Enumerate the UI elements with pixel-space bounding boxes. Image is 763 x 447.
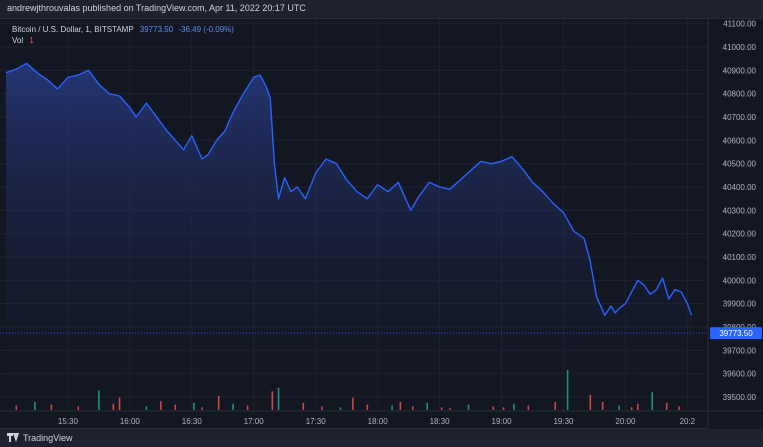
volume-bar — [34, 402, 36, 410]
volume-value: 1 — [29, 36, 34, 45]
volume-bar — [637, 403, 639, 410]
volume-bar — [618, 405, 621, 410]
y-tick-label: 40300.00 — [723, 206, 757, 215]
volume-label: Vol — [12, 36, 24, 45]
x-tick-label: 19:00 — [492, 417, 513, 426]
tradingview-logo[interactable]: TradingView — [7, 432, 73, 444]
price-axis — [708, 19, 763, 430]
publisher-line: andrewjthrouvalas published on TradingVi… — [7, 3, 306, 13]
y-tick-label: 39600.00 — [723, 370, 757, 379]
volume-bar — [98, 390, 100, 410]
y-tick-label: 40900.00 — [723, 66, 757, 75]
volume-bar — [271, 391, 274, 410]
y-tick-label: 39900.00 — [723, 300, 757, 309]
volume-bar — [513, 403, 515, 410]
symbol-row: Bitcoin / U.S. Dollar, 1, BITSTAMP 39773… — [12, 24, 234, 35]
volume-bar — [426, 402, 428, 410]
volume-bar — [566, 370, 569, 410]
brand-name: TradingView — [23, 433, 73, 443]
volume-bar — [449, 408, 451, 410]
volume-bar — [232, 403, 234, 410]
volume-bar — [391, 405, 393, 410]
volume-bar — [15, 405, 18, 410]
last-price-badge-label: 39773.50 — [719, 329, 753, 338]
volume-bar — [651, 392, 654, 410]
volume-bar — [502, 407, 505, 410]
volume-bar — [399, 402, 402, 410]
volume-bar — [339, 407, 342, 410]
chart-legend: Bitcoin / U.S. Dollar, 1, BITSTAMP 39773… — [12, 24, 234, 46]
volume-bar — [77, 406, 80, 410]
volume-bar — [302, 402, 305, 410]
volume-bar — [112, 403, 115, 410]
volume-bar — [193, 402, 195, 410]
volume-bar — [411, 406, 414, 410]
footer-bar: TradingView — [0, 429, 763, 447]
volume-bar — [160, 401, 162, 410]
y-tick-label: 40600.00 — [723, 136, 757, 145]
chart-area[interactable]: 41100.00 41000.00 40900.00 40800.00 40700.00… — [0, 18, 763, 430]
top-bar: andrewjthrouvalas published on TradingVi… — [0, 0, 763, 18]
volume-bar — [201, 407, 203, 410]
price-series-line — [5, 62, 693, 316]
x-tick-label: 18:30 — [430, 417, 451, 426]
y-tick-label: 39500.00 — [723, 393, 757, 402]
price-change: -36.49 (-0.09%) — [178, 25, 234, 34]
volume-bar — [145, 406, 148, 410]
x-tick-label: 20:00 — [615, 417, 636, 426]
volume-bar — [601, 402, 604, 410]
x-tick-label: 17:30 — [306, 417, 327, 426]
volume-bar — [492, 406, 495, 410]
volume-bar — [321, 406, 323, 410]
y-tick-label: 40500.00 — [723, 160, 757, 169]
x-tick-label: 16:30 — [182, 417, 203, 426]
volume-bar — [630, 407, 633, 410]
volume-bar — [118, 397, 121, 410]
y-tick-label: 39700.00 — [723, 346, 757, 355]
tradingview-logo-icon — [7, 433, 19, 443]
last-price-badge — [710, 327, 762, 340]
volume-bar — [277, 387, 280, 410]
volume-bar — [554, 402, 557, 410]
y-tick-label: 40400.00 — [723, 183, 757, 192]
volume-bar — [678, 406, 680, 410]
y-tick-label: 40000.00 — [723, 276, 757, 285]
volume-bar — [527, 405, 530, 410]
volume-bar — [352, 397, 354, 410]
x-tick-label: 19:30 — [553, 417, 574, 426]
volume-bar — [467, 404, 470, 410]
volume-bar — [246, 405, 249, 410]
volume-bar — [366, 404, 369, 410]
y-tick-label: 40100.00 — [723, 253, 757, 262]
volume-bar — [589, 394, 592, 410]
volume-bar — [174, 404, 177, 410]
x-tick-label: 18:00 — [368, 417, 389, 426]
volume-bar — [50, 404, 53, 410]
y-tick-label: 40200.00 — [723, 230, 757, 239]
volume-row: Vol 1 — [12, 35, 234, 46]
x-tick-label: 16:00 — [120, 417, 141, 426]
y-tick-label: 40800.00 — [723, 90, 757, 99]
volume-bar — [217, 395, 220, 410]
price-area-fill — [6, 63, 692, 412]
x-tick-label: 17:00 — [244, 417, 265, 426]
y-tick-label: 41100.00 — [723, 20, 756, 29]
y-tick-label: 41000.00 — [723, 43, 757, 52]
volume-bar — [440, 407, 443, 410]
price-chart[interactable]: 41100.00 41000.00 40900.00 40800.00 40700.00… — [0, 19, 763, 430]
volume-bar — [665, 402, 668, 410]
y-tick-label: 40700.00 — [723, 113, 757, 122]
last-price: 39773.50 — [139, 25, 174, 34]
x-tick-label: 15:30 — [58, 417, 79, 426]
x-tick-label: 20:2 — [680, 417, 696, 426]
symbol-name: Bitcoin / U.S. Dollar, 1, BITSTAMP — [12, 25, 134, 34]
